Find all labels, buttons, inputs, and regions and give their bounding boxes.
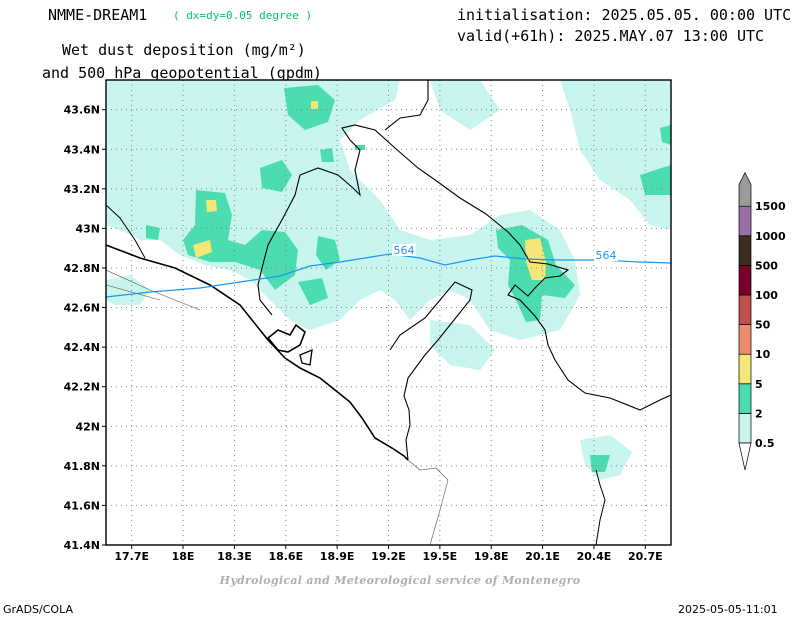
- colorbar-swatch: [738, 324, 752, 355]
- colorbar: 0.5 2 5 10 50 100 500 1000 1500: [738, 171, 786, 471]
- lat-tick-label: 41.6N: [64, 499, 100, 512]
- latitude-axis: 43.6N 43.4N 43.2N 43N 42.8N 42.6N 42.4N 42.2N 42…: [64, 104, 106, 552]
- lat-tick-label: 42N: [75, 420, 100, 433]
- lat-tick-label: 42.6N: [64, 302, 100, 315]
- lon-tick-label: 19.2E: [371, 550, 406, 563]
- lon-tick-label: 18.9E: [320, 550, 355, 563]
- lon-tick-label: 18E: [172, 550, 195, 563]
- lat-tick-label: 42.2N: [64, 381, 100, 394]
- colorbar-swatch: [738, 171, 752, 207]
- deposition-level-0.5: [106, 80, 671, 480]
- valid-time: valid(+61h): 2025.MAY.07 13:00 UTC: [457, 27, 765, 45]
- colorbar-level-label: 5: [755, 378, 763, 391]
- lon-tick-label: 20.1E: [525, 550, 560, 563]
- contour-label-564-east: 564: [596, 249, 617, 262]
- colorbar-level-label: 1000: [755, 230, 786, 243]
- colorbar-swatch: [738, 235, 752, 266]
- deposition-level-5: [193, 101, 546, 280]
- colorbar-swatch: [738, 294, 752, 325]
- model-title: NMME-DREAM1: [48, 6, 148, 24]
- contour-label-background: [392, 244, 416, 256]
- colorbar-swatch: [738, 353, 752, 385]
- lon-tick-label: 20.7E: [628, 550, 663, 563]
- contour-label-564-west: 564: [394, 244, 415, 257]
- colorbar-swatch: [738, 413, 752, 444]
- colorbar-level-label: 1500: [755, 200, 786, 213]
- colorbar-lower-extension: [738, 442, 752, 471]
- colorbar-swatch: [738, 205, 752, 237]
- lon-tick-label: 19.5E: [423, 550, 458, 563]
- lat-tick-label: 43.2N: [64, 183, 100, 196]
- coastlines-and-borders: [106, 80, 671, 545]
- lat-tick-label: 43N: [75, 222, 100, 235]
- colorbar-level-label: 0.5: [755, 437, 775, 450]
- deposition-field: [106, 80, 671, 480]
- lon-tick-label: 19.8E: [474, 550, 509, 563]
- lat-tick-label: 42.8N: [64, 262, 100, 275]
- credit-text: Hydrological and Meteorological service …: [219, 574, 581, 587]
- longitude-axis: 17.7E 18E 18.3E 18.6E 18.9E 19.2E 19.5E 19.8E 20…: [114, 545, 663, 563]
- variable-title-line1: Wet dust deposition (mg/m²): [62, 41, 306, 59]
- lon-tick-label: 20.4E: [577, 550, 612, 563]
- lat-tick-label: 43.4N: [64, 143, 100, 156]
- initialisation-time: initialisation: 2025.05.05. 00:00 UTC: [457, 6, 792, 24]
- variable-title-line2: and 500 hPa geopotential (gpdm): [42, 64, 322, 82]
- lat-tick-label: 41.4N: [64, 539, 100, 552]
- colorbar-level-label: 100: [755, 289, 778, 302]
- lat-tick-label: 41.8N: [64, 460, 100, 473]
- lat-tick-label: 42.4N: [64, 341, 100, 354]
- software-label: GrADS/COLA: [3, 603, 73, 616]
- lat-tick-label: 43.6N: [64, 104, 100, 117]
- lon-tick-label: 18.3E: [217, 550, 252, 563]
- resolution-label: ( dx=dy=0.05 degree ): [173, 9, 313, 22]
- colorbar-level-label: 2: [755, 407, 763, 420]
- colorbar-level-label: 10: [755, 348, 771, 361]
- generation-timestamp: 2025-05-05-11:01: [678, 603, 778, 616]
- lon-tick-label: 17.7E: [114, 550, 149, 563]
- colorbar-swatch: [738, 383, 752, 414]
- colorbar-swatch: [738, 265, 752, 296]
- colorbar-level-label: 50: [755, 319, 771, 332]
- lon-tick-label: 18.6E: [268, 550, 303, 563]
- colorbar-level-label: 500: [755, 259, 778, 272]
- contour-label-background: [594, 249, 618, 261]
